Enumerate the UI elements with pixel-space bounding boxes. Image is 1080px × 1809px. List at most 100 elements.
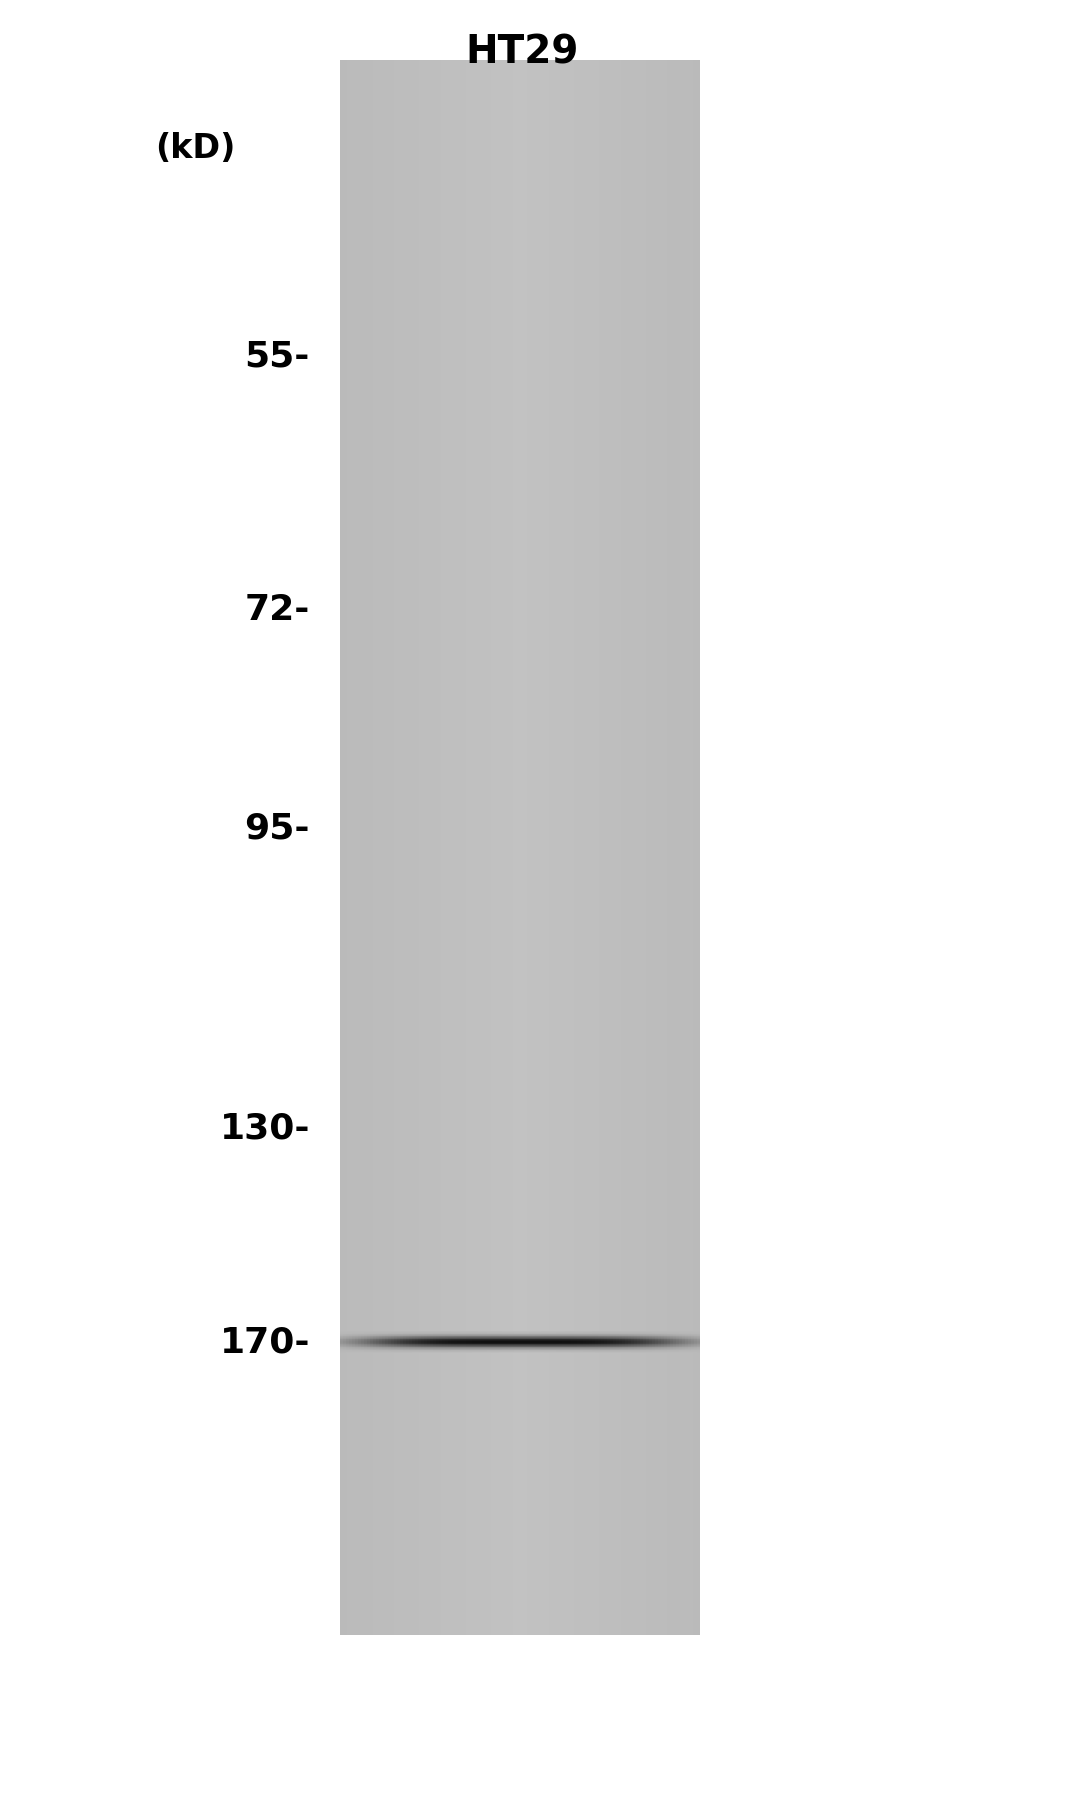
Text: (kD): (kD) <box>154 132 235 165</box>
Bar <box>621 60 624 1635</box>
Bar <box>581 60 584 1635</box>
Bar <box>348 60 351 1635</box>
Bar <box>462 60 467 1635</box>
Bar <box>681 60 686 1635</box>
Bar <box>530 60 535 1635</box>
Bar <box>606 60 610 1635</box>
Bar <box>405 60 408 1635</box>
Bar <box>359 60 362 1635</box>
Bar <box>613 60 617 1635</box>
Bar <box>678 60 681 1635</box>
Bar <box>470 60 473 1635</box>
Bar <box>477 60 481 1635</box>
Bar <box>394 60 397 1635</box>
Bar <box>445 60 448 1635</box>
Bar <box>481 60 484 1635</box>
Bar <box>617 60 621 1635</box>
Bar <box>527 60 530 1635</box>
Bar <box>697 60 700 1635</box>
Bar <box>484 60 488 1635</box>
Bar <box>380 60 383 1635</box>
Text: 95-: 95- <box>244 812 310 845</box>
Bar <box>413 60 416 1635</box>
Bar <box>552 60 556 1635</box>
Bar <box>624 60 627 1635</box>
Bar <box>397 60 402 1635</box>
Bar <box>584 60 589 1635</box>
Bar <box>549 60 552 1635</box>
Bar <box>660 60 664 1635</box>
Bar <box>595 60 599 1635</box>
Bar <box>649 60 653 1635</box>
Bar <box>473 60 477 1635</box>
Bar <box>391 60 394 1635</box>
Bar <box>351 60 354 1635</box>
Bar <box>556 60 559 1635</box>
Bar <box>610 60 613 1635</box>
Bar <box>416 60 419 1635</box>
Bar <box>589 60 592 1635</box>
Bar <box>502 60 505 1635</box>
Bar <box>402 60 405 1635</box>
Bar <box>340 60 343 1635</box>
Bar <box>692 60 697 1635</box>
Bar <box>343 60 348 1635</box>
Bar <box>387 60 391 1635</box>
Text: 170-: 170- <box>219 1326 310 1359</box>
Bar <box>495 60 499 1635</box>
Bar <box>354 60 359 1635</box>
Bar <box>559 60 563 1635</box>
Bar <box>592 60 595 1635</box>
Bar <box>441 60 445 1635</box>
Text: 55-: 55- <box>245 340 310 373</box>
Bar <box>573 60 578 1635</box>
Bar <box>513 60 516 1635</box>
Bar <box>521 60 524 1635</box>
Bar <box>646 60 649 1635</box>
Bar <box>535 60 538 1635</box>
Bar <box>667 60 671 1635</box>
Bar <box>545 60 549 1635</box>
Bar <box>362 60 365 1635</box>
Bar <box>675 60 678 1635</box>
Bar <box>570 60 573 1635</box>
Bar <box>524 60 527 1635</box>
Bar <box>437 60 441 1635</box>
Bar <box>686 60 689 1635</box>
Bar <box>643 60 646 1635</box>
Bar <box>373 60 376 1635</box>
Bar <box>376 60 380 1635</box>
Bar <box>365 60 369 1635</box>
Text: HT29: HT29 <box>465 33 578 71</box>
Bar <box>653 60 657 1635</box>
Bar <box>369 60 373 1635</box>
Bar <box>538 60 541 1635</box>
Text: 130-: 130- <box>219 1113 310 1145</box>
Bar <box>505 60 510 1635</box>
Bar <box>510 60 513 1635</box>
Bar <box>451 60 456 1635</box>
Bar <box>599 60 603 1635</box>
Text: 72-: 72- <box>245 593 310 626</box>
Bar <box>632 60 635 1635</box>
Bar <box>427 60 430 1635</box>
Bar <box>638 60 643 1635</box>
Bar <box>423 60 427 1635</box>
Bar <box>491 60 495 1635</box>
Bar <box>671 60 675 1635</box>
Bar <box>434 60 437 1635</box>
Bar <box>408 60 413 1635</box>
Bar <box>689 60 692 1635</box>
Bar <box>488 60 491 1635</box>
Bar <box>603 60 606 1635</box>
Bar <box>383 60 387 1635</box>
Bar <box>635 60 638 1635</box>
Bar <box>627 60 632 1635</box>
Bar <box>467 60 470 1635</box>
Bar <box>419 60 423 1635</box>
Bar <box>664 60 667 1635</box>
Bar <box>430 60 434 1635</box>
Bar <box>657 60 660 1635</box>
Bar <box>541 60 545 1635</box>
Bar <box>567 60 570 1635</box>
